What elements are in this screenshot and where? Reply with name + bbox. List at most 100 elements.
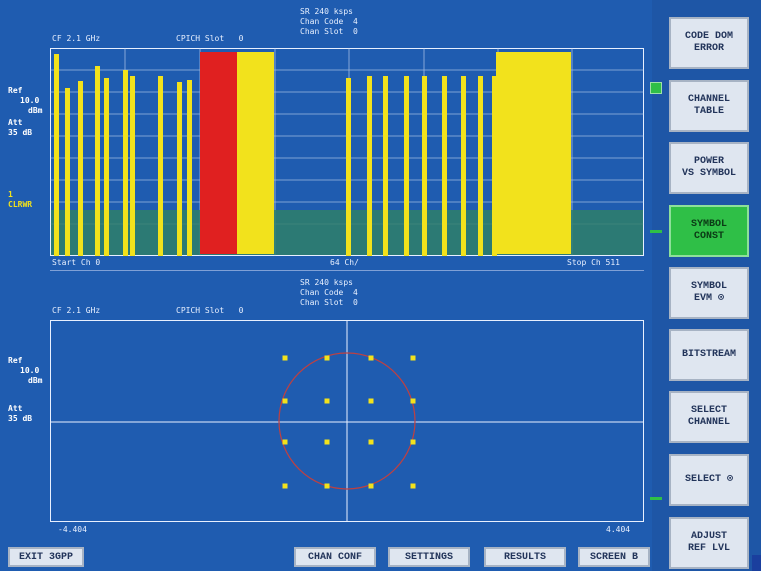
constellation-point xyxy=(282,398,288,404)
softkey-label: CODE DOM xyxy=(684,31,733,42)
constellation-point xyxy=(324,439,330,445)
top-att-value: 35 dB xyxy=(8,128,33,137)
trace-number: 1 xyxy=(8,190,13,199)
constellation-point xyxy=(368,483,374,489)
code-channel-bar xyxy=(177,82,182,256)
softkey-label: CHANNEL xyxy=(687,94,730,105)
top-start: Start Ch 0 xyxy=(52,258,101,267)
softkey-label: BITSTREAM xyxy=(681,349,736,360)
softkey-label: EVM ⊙ xyxy=(693,293,725,304)
code-channel-bar xyxy=(346,78,351,256)
bottom-att-value: 35 dB xyxy=(8,414,33,423)
top-chan-code: Chan Code 4 xyxy=(300,17,358,26)
top-ref-label: Ref xyxy=(8,86,23,95)
constellation-point xyxy=(410,355,416,361)
top-att-label: Att xyxy=(8,118,23,127)
hotkey-exit-3gpp[interactable]: EXIT 3GPP xyxy=(8,547,84,567)
marker-tick xyxy=(650,497,662,500)
top-cf: CF 2.1 GHz xyxy=(52,34,101,43)
softkey-label: POWER xyxy=(693,156,724,167)
constellation-point xyxy=(282,355,288,361)
code-channel-bar xyxy=(158,76,163,256)
constellation-plot xyxy=(50,320,644,522)
hotkey-label: CHAN CONF xyxy=(307,551,362,563)
selected-channel-bar xyxy=(200,52,237,254)
x-min-label: -4.404 xyxy=(58,525,87,534)
hotkey-results[interactable]: RESULTS xyxy=(484,547,566,567)
code-channel-bar xyxy=(104,78,109,256)
softkey-symbol-evm[interactable]: SYMBOL EVM ⊙ xyxy=(669,267,749,319)
constellation-point xyxy=(282,483,288,489)
code-channel-bar xyxy=(492,76,497,256)
bottom-chan-code: Chan Code 4 xyxy=(300,288,358,297)
code-channel-bar xyxy=(65,88,70,256)
code-channel-bar xyxy=(383,76,388,256)
constellation-point xyxy=(410,439,416,445)
reference-circle xyxy=(278,352,416,490)
analyzer-screen: SR 240 ksps Chan Code 4 Chan Slot 0 CF 2… xyxy=(8,7,662,534)
bottom-ref-label: Ref xyxy=(8,356,23,365)
code-channel-bar xyxy=(422,76,427,256)
softkey-adjust-ref-lvl[interactable]: ADJUST REF LVL xyxy=(669,517,749,569)
softkey-label: REF LVL xyxy=(687,543,730,554)
softkey-channel-table[interactable]: CHANNEL TABLE xyxy=(669,80,749,132)
constellation-point xyxy=(324,483,330,489)
code-channel-bar xyxy=(130,76,135,256)
top-chan-slot: Chan Slot 0 xyxy=(300,27,358,36)
corner-indicator xyxy=(752,555,761,571)
softkey-label: VS SYMBOL xyxy=(681,168,736,179)
bottom-sr: SR 240 ksps xyxy=(300,278,353,287)
code-channel-bar xyxy=(95,66,100,256)
softkey-select-channel[interactable]: SELECT CHANNEL xyxy=(669,391,749,443)
top-ref-unit: dBm xyxy=(28,106,43,115)
softkey-select[interactable]: SELECT ⊙ xyxy=(669,454,749,506)
constellation-point xyxy=(368,355,374,361)
constellation-point xyxy=(324,398,330,404)
code-channel-bar xyxy=(54,54,59,256)
diagram-separator xyxy=(50,270,644,271)
code-domain-plot xyxy=(50,48,644,256)
softkey-label: ADJUST xyxy=(690,531,727,542)
softkey-power-vs-symbol[interactable]: POWER VS SYMBOL xyxy=(669,142,749,194)
code-channel-bar xyxy=(442,76,447,256)
hotkey-label: EXIT 3GPP xyxy=(18,551,73,563)
code-channel-bar xyxy=(187,80,192,256)
softkey-label: SELECT xyxy=(690,405,727,416)
constellation-point xyxy=(368,398,374,404)
marker-tick xyxy=(650,230,662,233)
softkey-label: CHANNEL xyxy=(687,417,730,428)
top-sr: SR 240 ksps xyxy=(300,7,353,16)
constellation-point xyxy=(282,439,288,445)
hotkey-label: SETTINGS xyxy=(404,551,453,563)
hotkey-settings[interactable]: SETTINGS xyxy=(388,547,470,567)
softkey-symbol-const[interactable]: SYMBOL CONST xyxy=(669,205,749,257)
constellation-point xyxy=(410,398,416,404)
hotkey-screen-b[interactable]: SCREEN B xyxy=(578,547,650,567)
softkey-code-dom-error[interactable]: CODE DOM ERROR xyxy=(669,17,749,69)
top-ref-value: 10.0 xyxy=(20,96,40,105)
code-channel-bar xyxy=(78,81,83,256)
top-stop: Stop Ch 511 xyxy=(567,258,620,267)
softkey-label: CONST xyxy=(693,231,724,242)
constellation-point xyxy=(324,355,330,361)
top-cpich: CPICH Slot 0 xyxy=(176,34,244,43)
bottom-att-label: Att xyxy=(8,404,23,413)
x-max-label: 4.404 xyxy=(606,525,631,534)
code-channel-bar xyxy=(404,76,409,256)
wide-channel-bar xyxy=(237,52,274,254)
bottom-cpich: CPICH Slot 0 xyxy=(176,306,244,315)
hotkey-chan-conf[interactable]: CHAN CONF xyxy=(294,547,376,567)
softkey-label: SELECT ⊙ xyxy=(684,474,734,485)
constellation-point xyxy=(368,439,374,445)
softkey-label: ERROR xyxy=(693,43,724,54)
bottom-ref-unit: dBm xyxy=(28,376,43,385)
bottom-cf: CF 2.1 GHz xyxy=(52,306,101,315)
softkey-bitstream[interactable]: BITSTREAM xyxy=(669,329,749,381)
code-channel-bar xyxy=(123,70,128,256)
bottom-chan-slot: Chan Slot 0 xyxy=(300,298,358,307)
softkey-label: SYMBOL xyxy=(690,281,727,292)
trace-marker-top xyxy=(650,82,662,94)
trace-mode: CLRWR xyxy=(8,200,33,209)
wide-channel-bar xyxy=(496,52,571,254)
code-channel-bar xyxy=(367,76,372,256)
